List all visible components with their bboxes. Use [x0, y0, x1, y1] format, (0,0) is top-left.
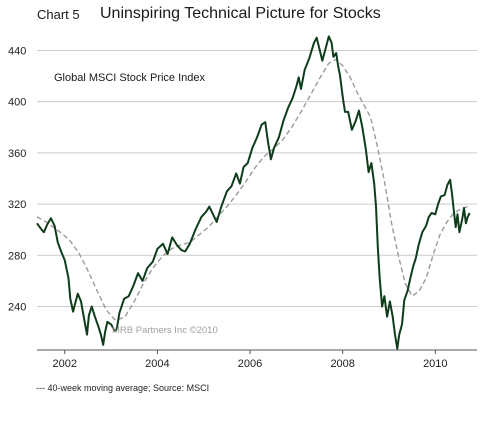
x-tick-label-2002: 2002 [53, 358, 77, 370]
grid-lines [37, 49, 477, 307]
y-tick-label-240: 240 [8, 301, 26, 313]
chart-number-label: Chart 5 [37, 7, 80, 22]
watermark: MRB Partners Inc ©2010 [112, 325, 218, 336]
y-axis-ticks: 240 280 320 360 400 440 [8, 45, 26, 313]
series-lines [36, 35, 471, 350]
x-axis: 2002 2004 2006 2008 2010 [37, 349, 477, 370]
x-tick-label-2010: 2010 [423, 358, 447, 370]
x-tick-label-2008: 2008 [330, 358, 354, 370]
series-label: Global MSCI Stock Price Index [54, 72, 206, 84]
x-tick-label-2006: 2006 [238, 358, 262, 370]
x-tick-label-2004: 2004 [145, 358, 169, 370]
stock-index-line [36, 35, 471, 350]
y-tick-label-440: 440 [8, 45, 26, 57]
footnote: --- 40-week moving average; Source: MSCI [36, 383, 210, 393]
y-tick-label-280: 280 [8, 250, 26, 262]
moving-average-line [36, 58, 470, 322]
chart-title: Uninspiring Technical Picture for Stocks [100, 5, 381, 22]
y-tick-label-400: 400 [8, 97, 26, 109]
y-tick-label-320: 320 [8, 199, 26, 211]
y-tick-label-360: 360 [8, 148, 26, 160]
